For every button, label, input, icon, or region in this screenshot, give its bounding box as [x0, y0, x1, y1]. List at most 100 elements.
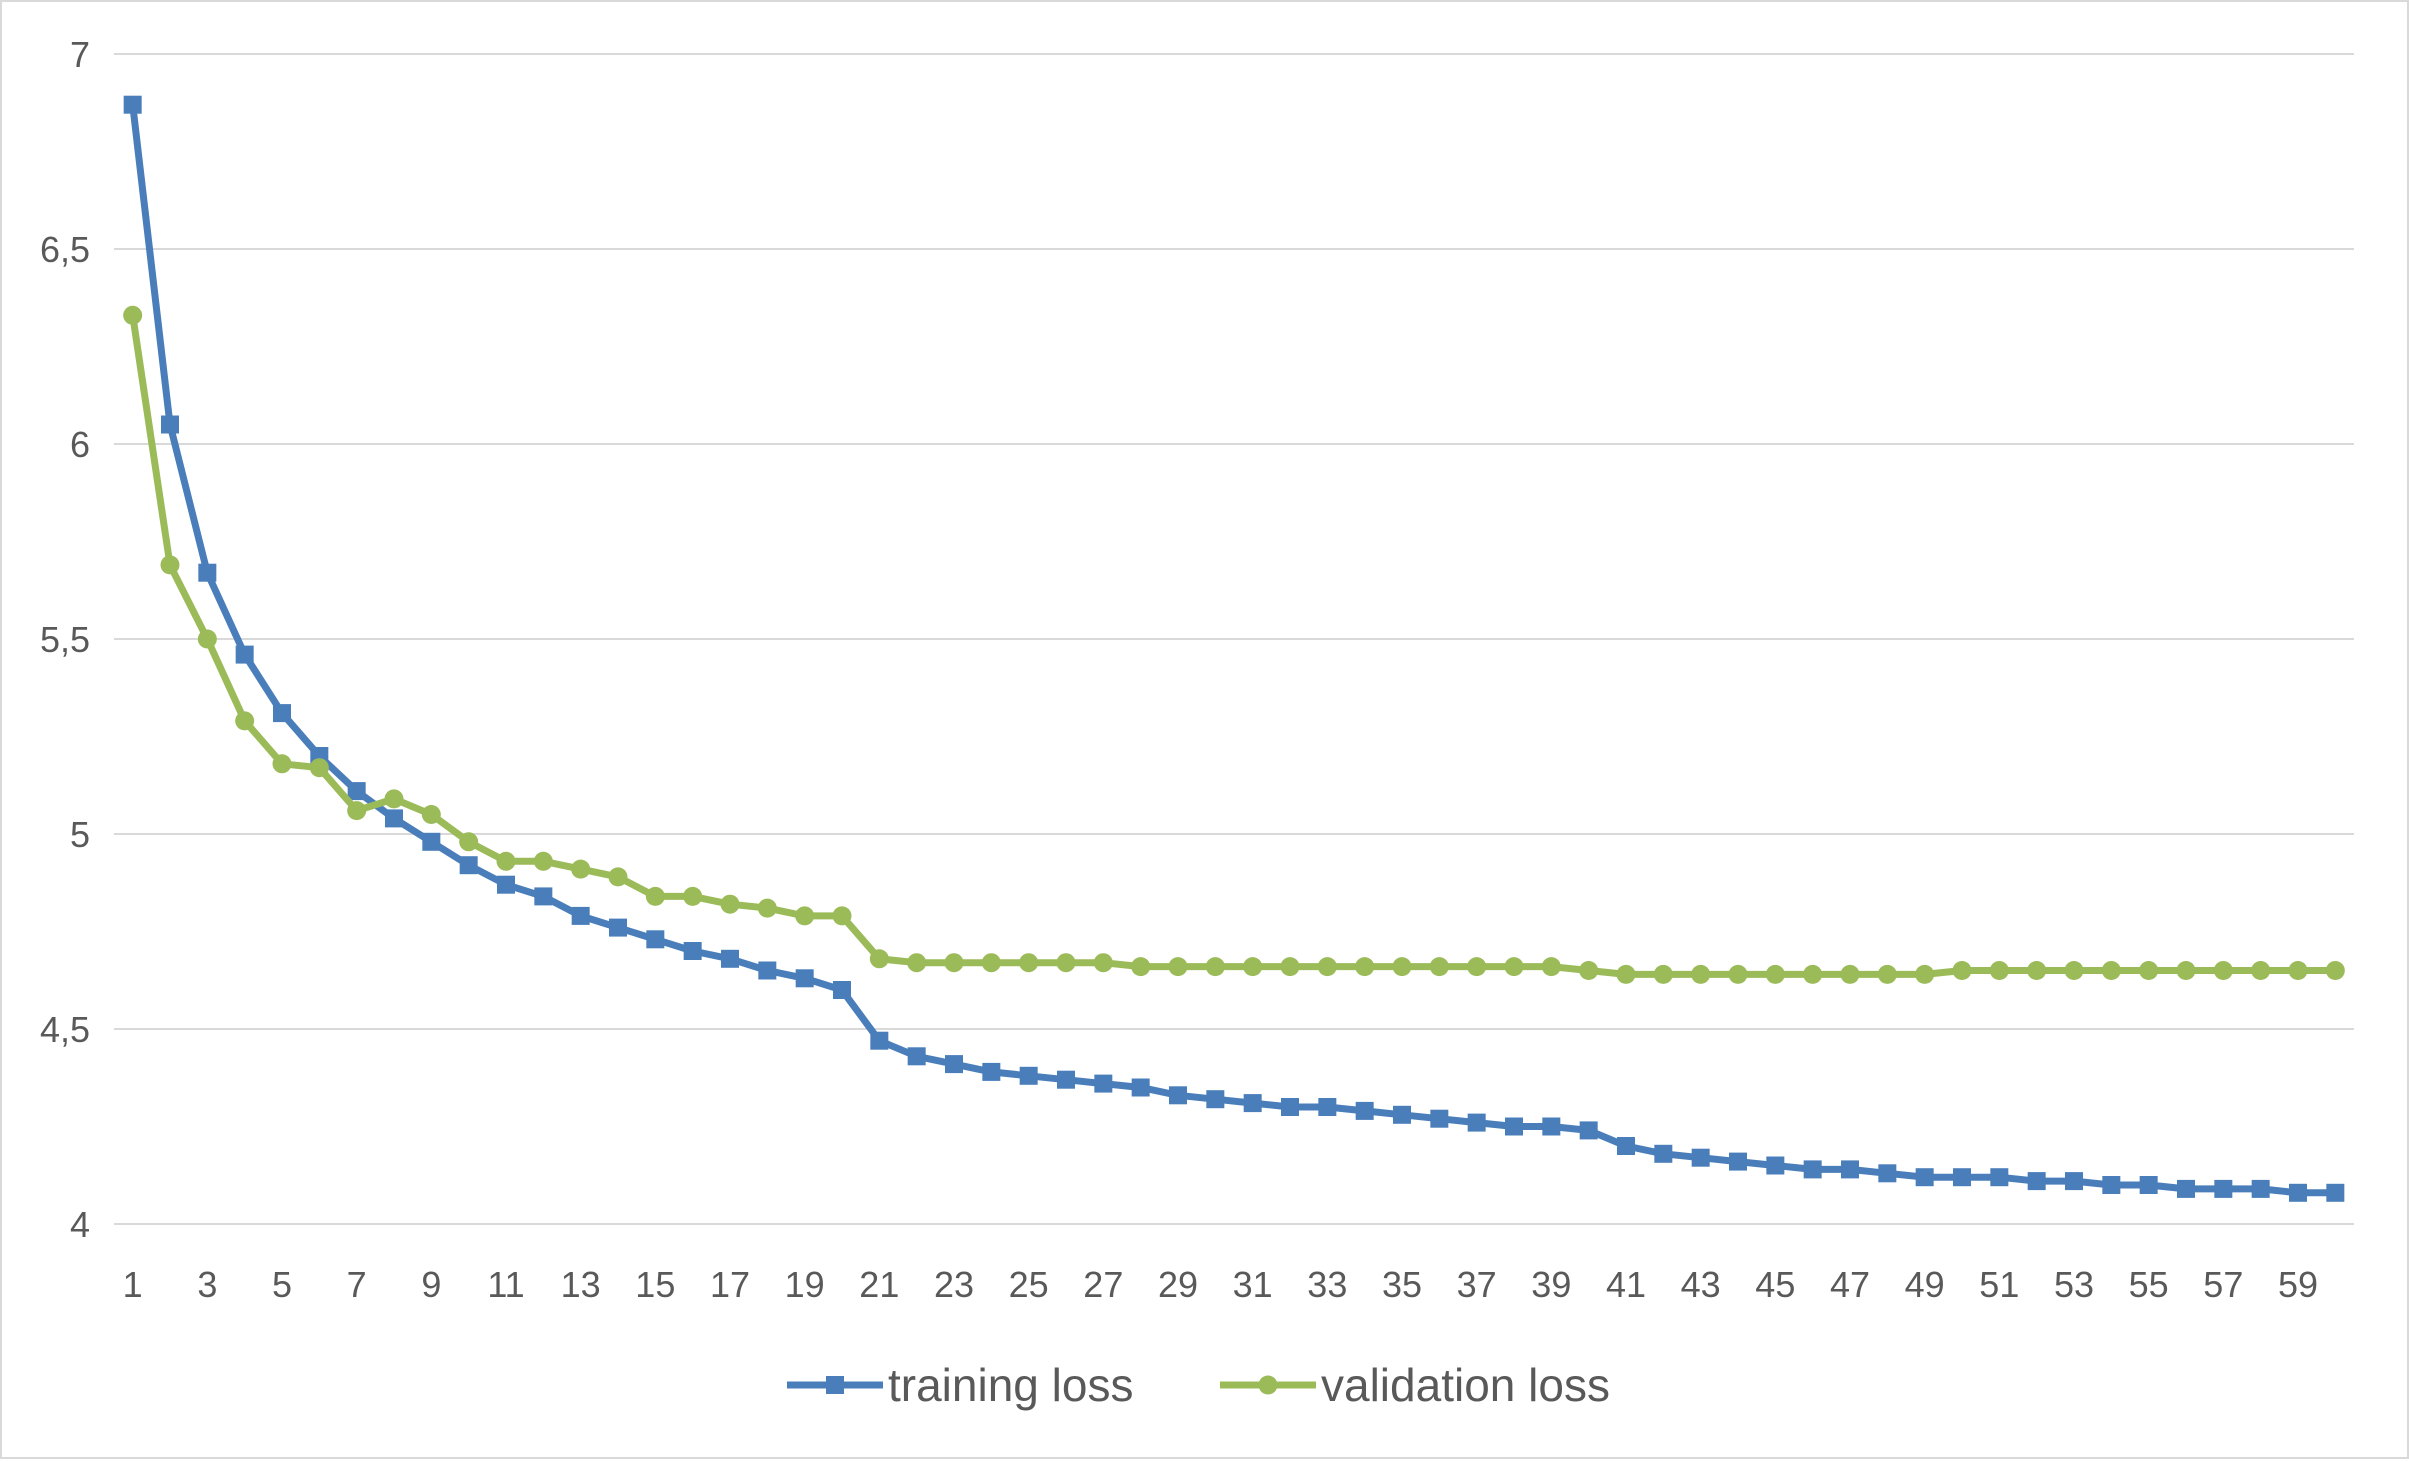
data-point [1691, 1148, 1710, 1167]
data-point [2288, 961, 2308, 980]
data-point [309, 758, 329, 778]
data-point [1019, 953, 1039, 973]
x-tick-label: 31 [1233, 1264, 1273, 1305]
data-point [1915, 964, 1935, 984]
data-point [1579, 961, 1599, 980]
data-point [197, 629, 217, 649]
x-tick-label: 21 [859, 1264, 899, 1305]
data-point [123, 305, 143, 325]
data-point [459, 832, 479, 852]
data-point [1317, 957, 1337, 977]
data-point [1653, 964, 1673, 984]
legend-marker [826, 1376, 844, 1394]
x-tick-label: 35 [1382, 1264, 1422, 1305]
data-point [1691, 964, 1711, 984]
x-tick-label: 23 [934, 1264, 974, 1305]
data-point [1057, 1070, 1075, 1089]
data-point [1467, 1113, 1486, 1132]
data-point [1393, 1105, 1411, 1124]
data-point [496, 851, 516, 871]
data-point [2139, 1176, 2158, 1194]
data-point [1019, 1066, 1038, 1085]
data-point [1094, 1074, 1113, 1093]
series-training-loss [123, 95, 2345, 1202]
data-point [608, 867, 628, 887]
data-point [1766, 1156, 1785, 1175]
data-point [123, 95, 142, 114]
y-axis-tick-labels: 4 4,5 5 5,5 6 6,5 7 [40, 34, 90, 1245]
y-tick-label: 4 [70, 1204, 90, 1245]
data-point [571, 906, 590, 925]
data-point [235, 645, 254, 664]
data-point [1131, 957, 1151, 977]
x-tick-label: 45 [1755, 1264, 1795, 1305]
data-point [907, 1047, 926, 1066]
data-point [1355, 1101, 1374, 1120]
data-point [421, 805, 441, 824]
data-point [1617, 1137, 1635, 1155]
data-point [1840, 964, 1860, 984]
data-point [2326, 1183, 2345, 1202]
data-point [1990, 1168, 2009, 1187]
data-point [1952, 961, 1972, 980]
data-point [384, 789, 404, 809]
data-point [533, 851, 553, 871]
data-point [273, 704, 291, 723]
x-tick-label: 41 [1606, 1264, 1646, 1305]
data-point [1169, 1086, 1187, 1105]
data-point [720, 894, 740, 914]
data-point [272, 754, 292, 774]
data-point [2325, 961, 2345, 980]
legend: training loss validation loss [787, 1359, 1610, 1411]
data-point [1579, 1121, 1598, 1140]
data-point [1841, 1160, 1859, 1179]
data-point [1803, 1160, 1822, 1179]
data-point [1243, 1094, 1262, 1113]
x-tick-label: 51 [1979, 1264, 2019, 1305]
x-tick-label: 7 [347, 1264, 367, 1305]
data-point [1915, 1168, 1934, 1187]
data-point [160, 555, 180, 575]
data-point [2251, 1179, 2270, 1198]
data-point [1729, 1152, 1747, 1171]
data-point [161, 415, 179, 434]
data-point [235, 711, 255, 731]
data-point [1281, 1098, 1299, 1116]
y-tick-label: 5,5 [40, 619, 90, 660]
data-point [385, 809, 403, 828]
x-tick-label: 19 [785, 1264, 825, 1305]
x-tick-label: 55 [2129, 1264, 2169, 1305]
data-point [1877, 964, 1897, 984]
data-point [1355, 957, 1375, 977]
data-point [2027, 1172, 2046, 1191]
x-tick-label: 53 [2054, 1264, 2094, 1305]
data-point [1765, 964, 1785, 984]
data-point [795, 969, 814, 988]
data-point [459, 856, 478, 875]
x-tick-label: 43 [1681, 1264, 1721, 1305]
data-point [945, 1055, 963, 1074]
series-line [129, 314, 2336, 978]
data-point [907, 953, 927, 973]
x-tick-label: 37 [1457, 1264, 1497, 1305]
data-point [1467, 957, 1487, 977]
data-point [721, 949, 739, 968]
data-point [422, 832, 441, 851]
legend-marker [1258, 1375, 1278, 1395]
y-tick-label: 7 [70, 34, 90, 75]
data-point [1505, 1117, 1523, 1136]
data-point [2176, 961, 2196, 980]
x-tick-label: 25 [1009, 1264, 1049, 1305]
data-point [982, 1062, 1001, 1081]
x-axis-tick-labels: 1 3 5 7 9 11 13 15 17 19 21 23 25 27 29 31 33 35 37 39 41 43 4… [123, 1264, 2318, 1305]
data-point [1168, 957, 1188, 977]
data-point [944, 953, 964, 973]
data-point [1654, 1144, 1673, 1163]
data-point [645, 886, 665, 906]
x-tick-label: 1 [123, 1264, 143, 1305]
data-point [2251, 961, 2271, 980]
data-point [2101, 961, 2121, 980]
legend-label: validation loss [1321, 1359, 1610, 1411]
grid-lines [114, 53, 2354, 1225]
